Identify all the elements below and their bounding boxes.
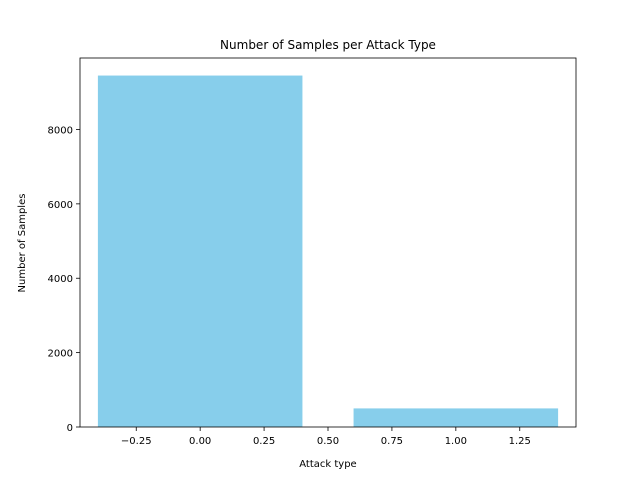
- y-tick-label-2: 4000: [48, 274, 73, 285]
- y-tick-label-3: 6000: [48, 200, 73, 211]
- ticks-layer: −0.25 0.00 0.25 0.50 0.75 1.00 1.25 0 2000 4000 60…: [48, 125, 531, 447]
- x-tick-label-2: 0.25: [253, 436, 275, 447]
- y-tick-label-1: 2000: [48, 349, 73, 360]
- chart-title: Number of Samples per Attack Type: [220, 38, 436, 52]
- x-tick-label-3: 0.50: [317, 436, 339, 447]
- x-axis-label: Attack type: [299, 459, 356, 470]
- x-tick-label-0: −0.25: [121, 436, 152, 447]
- bar-1: [353, 408, 559, 427]
- y-tick-label-0: 0: [67, 423, 73, 434]
- bars-layer: [97, 75, 559, 428]
- x-tick-label-1: 0.00: [189, 436, 211, 447]
- x-tick-label-5: 1.00: [445, 436, 467, 447]
- bar-0: [97, 75, 303, 428]
- y-tick-label-4: 8000: [48, 125, 73, 136]
- y-axis-label: Number of Samples: [17, 194, 28, 293]
- x-tick-label-6: 1.25: [509, 436, 531, 447]
- x-tick-label-4: 0.75: [381, 436, 403, 447]
